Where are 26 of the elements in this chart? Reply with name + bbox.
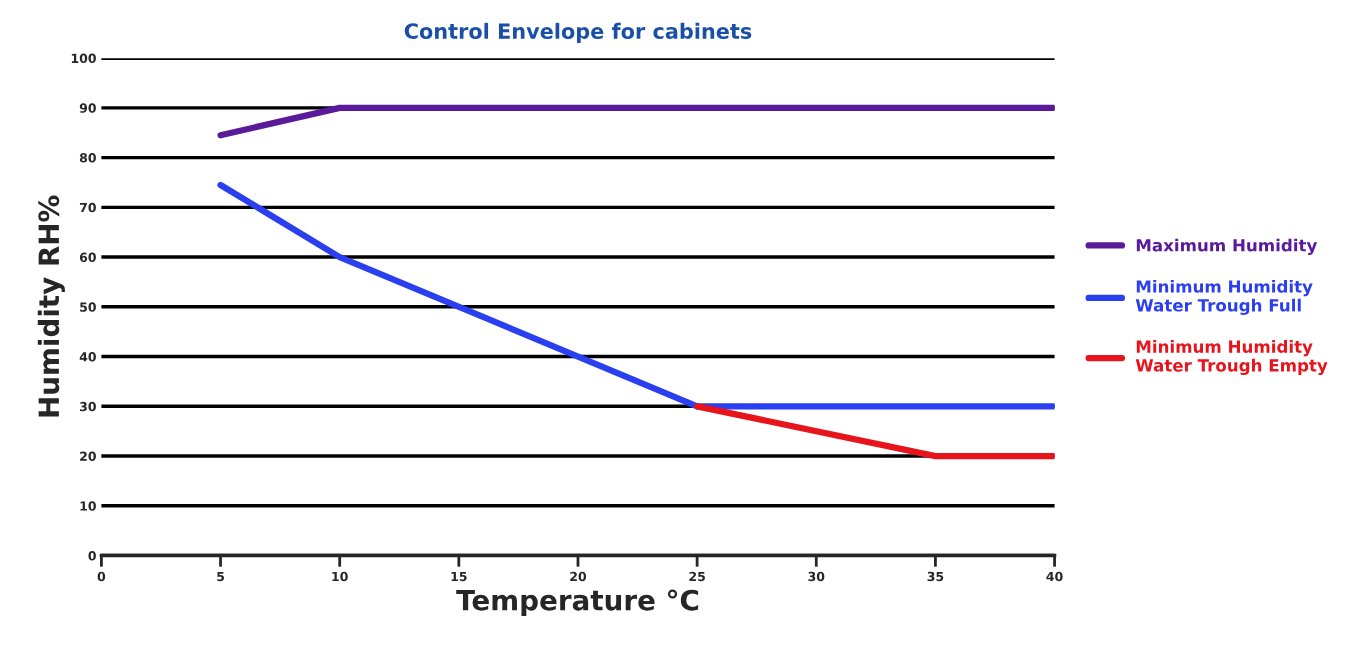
y-tick-label: 70 [79,202,96,213]
y-tick-label: 20 [80,451,96,461]
x-tick-label: 10 [332,571,348,582]
x-tick-label: 5 [217,571,225,582]
x-tick-label: 20 [570,571,587,582]
x-tick-label: 40 [1046,571,1063,582]
legend-label: Minimum Humidity Water Trough Full [1135,279,1313,315]
x-tick-label: 25 [689,571,705,582]
x-axis-title: Temperature °C [456,589,699,617]
y-tick-label: 60 [79,252,96,263]
chart-title: Control Envelope for cabinets [404,22,752,44]
x-tick-label: 30 [808,571,825,582]
y-tick-label: 30 [79,401,96,412]
y-tick-label: 80 [79,153,96,163]
y-tick-label: 100 [71,53,96,64]
y-tick-label: 90 [79,103,96,113]
x-tick-label: 35 [927,571,944,582]
x-tick-label: 0 [97,571,106,582]
y-axis-title: Humidity RH% [37,195,65,417]
legend-label: Minimum Humidity Water Trough Empty [1135,339,1328,376]
y-tick-label: 50 [80,302,96,312]
y-tick-label: 40 [79,352,96,362]
y-tick-label: 0 [88,551,96,561]
x-tick-label: 15 [451,571,467,582]
legend-label: Maximum Humidity [1136,238,1318,255]
y-tick-label: 10 [80,501,96,511]
